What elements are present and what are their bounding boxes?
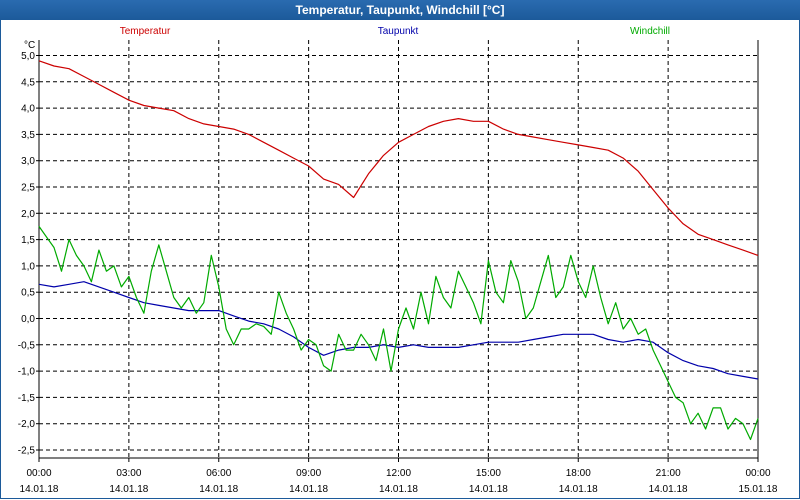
legend-windchill: Windchill: [630, 26, 670, 37]
x-tick-time: 06:00: [206, 468, 231, 479]
x-tick-date: 14.01.18: [559, 484, 598, 495]
series-line-windchill: [38, 226, 759, 441]
x-tick-date: 14.01.18: [199, 484, 238, 495]
chart-title: Temperatur, Taupunkt, Windchill [°C]: [0, 0, 800, 20]
y-tick-label: 4,0: [21, 104, 35, 115]
x-tick-date: 14.01.18: [649, 484, 688, 495]
y-tick-label: 4,5: [21, 77, 35, 88]
y-tick-label: 3,5: [21, 130, 35, 141]
y-tick-label: -2,5: [18, 446, 36, 457]
x-tick-labels: 00:00 14.01.18 03:00 14.01.18 06:00 14.01.18 0…: [20, 468, 778, 495]
y-tick-label: -1,5: [18, 393, 36, 404]
x-tick-time: 09:00: [296, 468, 321, 479]
x-tick-date: 14.01.18: [289, 484, 328, 495]
y-tick-label: -0,5: [18, 340, 36, 351]
x-tick-date: 15.01.18: [739, 484, 778, 495]
x-tick-time: 00:00: [745, 468, 770, 479]
x-tick-date: 14.01.18: [109, 484, 148, 495]
series-lines: [38, 60, 759, 441]
y-tick-label: 1,5: [21, 235, 35, 246]
series-line-taupunkt: [38, 281, 759, 380]
legend-taupunkt: Taupunkt: [378, 26, 419, 37]
y-tick-label: 0,5: [21, 288, 35, 299]
grid-lines: [39, 40, 758, 458]
x-tick-time: 15:00: [476, 468, 501, 479]
y-tick-label: 1,0: [21, 261, 35, 272]
x-tick-time: 00:00: [26, 468, 51, 479]
y-axis-unit: °C: [24, 40, 35, 51]
legend-temperatur: Temperatur: [120, 26, 171, 37]
y-tick-label: 2,5: [21, 183, 35, 194]
x-tick-time: 18:00: [566, 468, 591, 479]
y-tick-label: 0,0: [21, 314, 35, 325]
x-tick-date: 14.01.18: [469, 484, 508, 495]
y-tick-label: 3,0: [21, 156, 35, 167]
y-tick-label: -1,0: [18, 367, 36, 378]
x-tick-time: 21:00: [656, 468, 681, 479]
y-tick-labels: 5,0 4,5 4,0 3,5 3,0 2,5 2,0 1,5 1,0 0,5 0,0 -0,5 -1,…: [18, 51, 36, 457]
x-tick-time: 03:00: [116, 468, 141, 479]
axes: [36, 40, 759, 462]
y-tick-label: -2,0: [18, 419, 36, 430]
y-tick-label: 2,0: [21, 209, 35, 220]
legend: Temperatur Taupunkt Windchill: [120, 26, 670, 37]
series-line-temperatur: [38, 60, 759, 256]
x-tick-time: 12:00: [386, 468, 411, 479]
y-tick-label: 5,0: [21, 51, 35, 62]
x-tick-date: 14.01.18: [20, 484, 59, 495]
x-tick-date: 14.01.18: [379, 484, 418, 495]
